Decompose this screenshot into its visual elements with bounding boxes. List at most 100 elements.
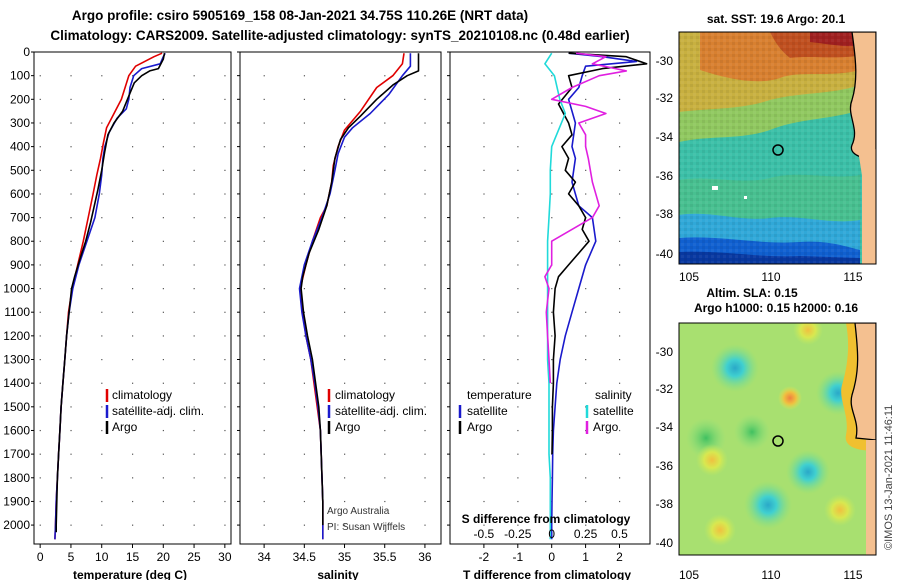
lat-tick: -36 bbox=[656, 459, 674, 473]
grid-dot bbox=[303, 75, 306, 77]
grid-dot bbox=[162, 122, 164, 124]
grid-dot bbox=[101, 240, 103, 242]
grid-dot bbox=[517, 453, 519, 455]
grid-dot bbox=[483, 169, 485, 171]
grid-dot bbox=[132, 500, 134, 503]
grid-dot bbox=[70, 122, 72, 124]
grid-dot bbox=[162, 500, 164, 503]
grid-dot bbox=[384, 146, 386, 148]
grid-dot bbox=[551, 217, 553, 219]
grid-dot bbox=[193, 122, 195, 124]
grid-dot bbox=[193, 500, 195, 503]
y-tick-label: 1800 bbox=[3, 471, 30, 485]
grid-dot bbox=[303, 288, 306, 290]
grid-dot bbox=[70, 382, 72, 384]
grid-dot bbox=[303, 335, 306, 337]
x-tick-label: 5 bbox=[68, 550, 75, 564]
y-tick-label: 400 bbox=[10, 140, 30, 154]
grid-dot bbox=[263, 98, 265, 101]
grid-dot bbox=[263, 500, 265, 503]
grid-dot bbox=[132, 335, 134, 337]
grid-dot bbox=[70, 146, 72, 148]
sst-map-frame bbox=[678, 31, 877, 265]
grid-dot bbox=[551, 311, 553, 313]
grid-dot bbox=[517, 524, 519, 526]
grid-dot bbox=[101, 288, 103, 290]
grid-dot bbox=[424, 98, 426, 101]
grid-dot bbox=[585, 335, 587, 337]
y-tick-label: 500 bbox=[10, 163, 30, 177]
x-tick-label: -1 bbox=[512, 550, 523, 564]
legend-label-s-satellite: satellite bbox=[593, 404, 634, 418]
grid-dot bbox=[224, 98, 226, 101]
grid-dot bbox=[39, 359, 41, 361]
y-tick-label: 1300 bbox=[3, 353, 30, 367]
y-tick-label: 1700 bbox=[3, 447, 30, 461]
grid-dot bbox=[101, 264, 103, 266]
grid-dot bbox=[424, 75, 426, 77]
grid-dot bbox=[132, 146, 134, 148]
grid-dot bbox=[193, 193, 195, 195]
grid-dot bbox=[585, 169, 587, 171]
y-tick-label: 1200 bbox=[3, 329, 30, 343]
grid-dot bbox=[132, 169, 134, 171]
grid-dot bbox=[517, 122, 519, 124]
temperature-legend: climatology satellite-adj. clim. Argo bbox=[105, 388, 204, 434]
grid-dot bbox=[39, 146, 41, 148]
grid-dot bbox=[585, 193, 587, 195]
grid-dot bbox=[193, 75, 195, 77]
grid-dot bbox=[344, 98, 346, 101]
grid-dot bbox=[517, 429, 519, 432]
grid-dot bbox=[39, 335, 41, 337]
grid-dot bbox=[70, 98, 72, 101]
grid-dot bbox=[162, 524, 164, 526]
grid-dot bbox=[517, 500, 519, 503]
grid-dot bbox=[224, 453, 226, 455]
grid-dot bbox=[344, 217, 346, 219]
grid-dot bbox=[70, 240, 72, 242]
grid-dot bbox=[483, 146, 485, 148]
grid-dot bbox=[193, 146, 195, 148]
grid-dot bbox=[224, 264, 226, 266]
grid-dot bbox=[618, 240, 621, 242]
grid-dot bbox=[263, 75, 265, 77]
grid-dot bbox=[483, 524, 485, 526]
grid-dot bbox=[618, 335, 621, 337]
grid-dot bbox=[101, 406, 103, 408]
grid-dot bbox=[70, 264, 72, 266]
grid-dot bbox=[162, 359, 164, 361]
profile-series bbox=[54, 52, 648, 540]
grid-dot bbox=[39, 288, 41, 290]
grid-dot bbox=[483, 217, 485, 219]
grid-dot bbox=[193, 311, 195, 313]
grid-dot bbox=[517, 477, 519, 479]
lon-tick: 105 bbox=[679, 568, 699, 580]
grid-dot bbox=[483, 453, 485, 455]
grid-dot bbox=[517, 75, 519, 77]
grid-dot bbox=[101, 453, 103, 455]
grid-dot bbox=[585, 122, 587, 124]
grid-dot bbox=[517, 240, 519, 242]
grid-dot bbox=[424, 217, 426, 219]
header-line1: Argo profile: csiro 5905169_158 08-Jan-2… bbox=[72, 8, 528, 23]
grid-dot bbox=[344, 429, 346, 432]
grid-dot bbox=[162, 406, 164, 408]
grid-dot bbox=[618, 75, 621, 77]
grid-dot bbox=[39, 311, 41, 313]
grid-dot bbox=[193, 382, 195, 384]
series-line-argo bbox=[300, 53, 420, 526]
grid-dot bbox=[132, 359, 134, 361]
grid-dot bbox=[193, 429, 195, 432]
grid-dot bbox=[132, 429, 134, 432]
grid-dot bbox=[162, 288, 164, 290]
lat-tick: -30 bbox=[656, 54, 674, 68]
grid-dot bbox=[618, 217, 621, 219]
grid-dot bbox=[263, 169, 265, 171]
grid-dot bbox=[585, 240, 587, 242]
x-tick-label: 30 bbox=[218, 550, 232, 564]
grid-dot bbox=[517, 193, 519, 195]
grid-dot bbox=[263, 122, 265, 124]
grid-dot bbox=[384, 359, 386, 361]
x-tick-label: -2 bbox=[479, 550, 490, 564]
grid-dot bbox=[344, 75, 346, 77]
